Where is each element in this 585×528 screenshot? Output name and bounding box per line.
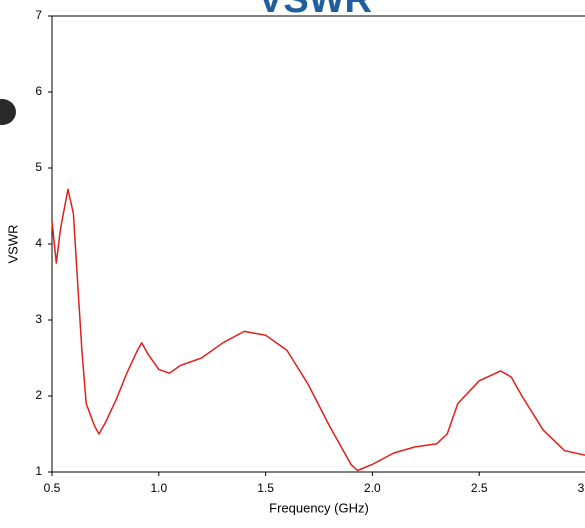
y-tick-label: 7 xyxy=(35,8,42,22)
x-tick-label: 3.0 xyxy=(578,481,585,495)
y-tick-label: 6 xyxy=(35,84,42,98)
x-tick-label: 2.0 xyxy=(364,481,381,495)
data-line xyxy=(51,188,585,472)
x-tick-label: 1.5 xyxy=(257,481,274,495)
x-tick-label: 0.5 xyxy=(44,481,61,495)
y-tick-label: 2 xyxy=(35,388,42,402)
x-axis-label: Frequency (GHz) xyxy=(269,500,369,515)
y-axis-label: VSWR xyxy=(5,225,20,264)
x-tick-label: 2.5 xyxy=(471,481,488,495)
product-image xyxy=(0,99,16,125)
y-tick-label: 1 xyxy=(35,464,42,478)
y-tick-label: 4 xyxy=(35,236,42,250)
y-tick-label: 3 xyxy=(35,312,42,326)
y-tick-label: 5 xyxy=(35,160,42,174)
x-tick-label: 1.0 xyxy=(150,481,167,495)
chart-title: VSWR xyxy=(258,0,372,21)
